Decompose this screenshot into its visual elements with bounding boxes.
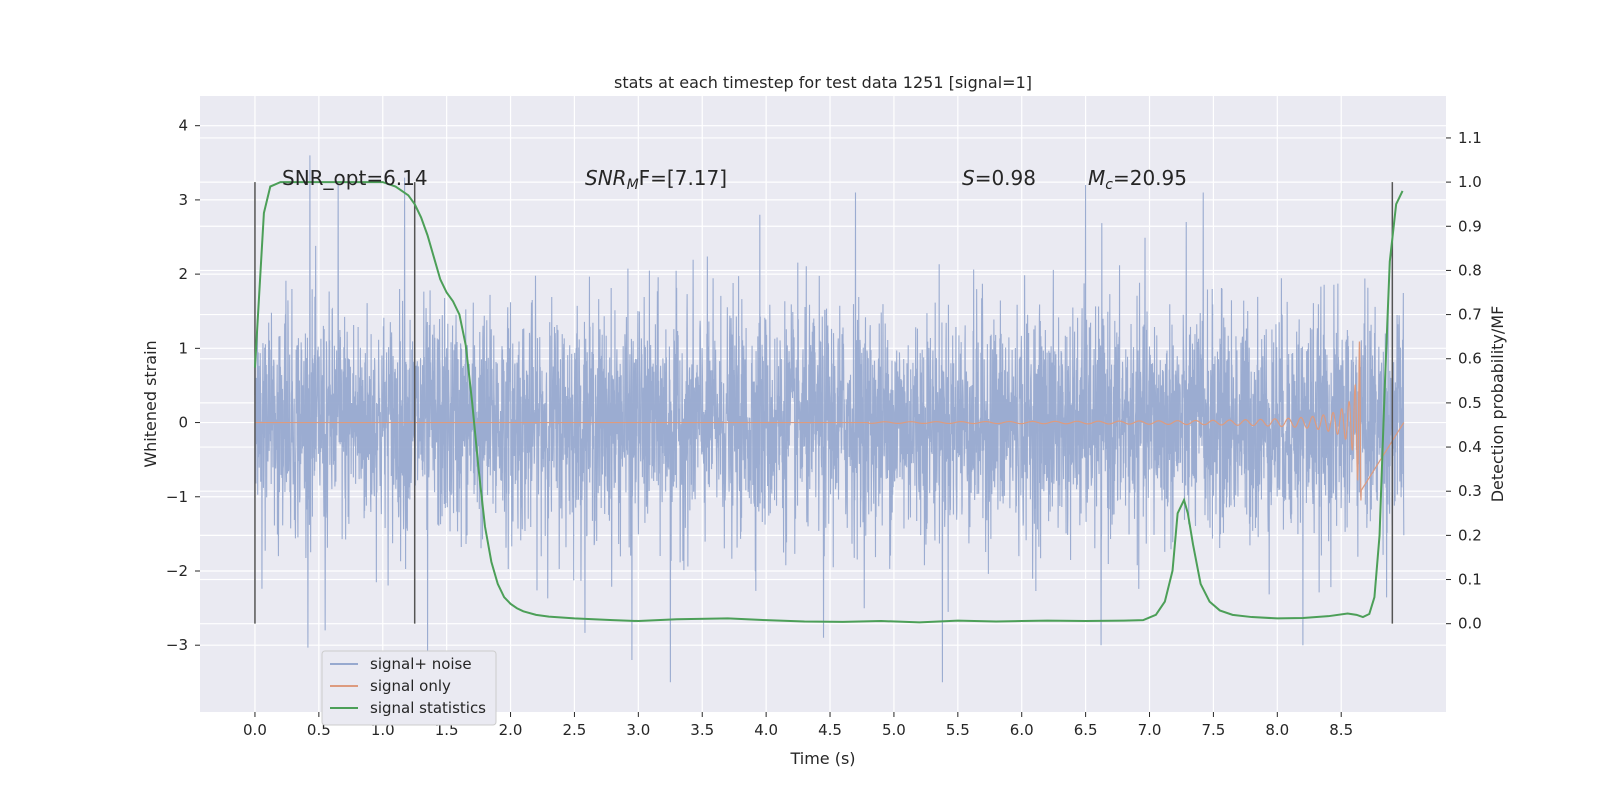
x-tick-label: 0.0 [243,721,267,739]
annotation-snr-mf-rest: F=[7.17] [639,166,727,190]
annotation-mc-rest: =20.95 [1113,166,1187,190]
annotation-snr-opt: SNR_opt=6.14 [282,166,428,190]
legend-box [321,650,497,726]
x-tick-label: 0.5 [307,721,331,739]
annotation-s: S=0.98 [962,166,1036,190]
x-tick-label: 5.0 [882,721,906,739]
right-y-tick-label: 0.6 [1458,350,1482,368]
annotation-snr-mf: SNRMF=[7.17] [585,166,727,193]
y-tick-label: 1 [178,339,188,357]
right-y-tick-label: 0.3 [1458,482,1482,500]
right-y-tick-label: 0.4 [1458,438,1482,456]
y-tick-label: −1 [166,488,188,506]
signal-statistics-series [253,181,1404,624]
x-tick-label: 8.5 [1329,721,1353,739]
right-y-axis-label: Detection probability/MF [1488,306,1507,503]
x-tick-label: 7.0 [1138,721,1162,739]
x-tick-label: 2.0 [499,721,523,739]
y-tick-label: 3 [178,191,188,209]
x-tick-label: 3.5 [690,721,714,739]
right-y-tick-label: 1.1 [1458,129,1482,147]
signal-noise-series [254,155,1405,683]
x-tick-label: 4.5 [818,721,842,739]
x-tick-label: 5.5 [946,721,970,739]
annotation-snr-mf-base: SNR [585,166,627,190]
y-tick-label: 4 [178,117,188,135]
x-tick-label: 6.5 [1074,721,1098,739]
annotation-s-rest: =0.98 [975,166,1036,190]
signal-only-series [254,341,1405,501]
right-y-tick-label: 0.9 [1458,217,1482,235]
right-y-tick-label: 0.8 [1458,261,1482,279]
right-y-tick-label: 0.1 [1458,571,1482,589]
x-tick-label: 3.0 [626,721,650,739]
right-y-tick-label: 0.2 [1458,526,1482,544]
x-axis-label: Time (s) [789,749,855,768]
x-tick-label: 6.0 [1010,721,1034,739]
right-y-tick-label: 0.5 [1458,394,1482,412]
y-tick-label: 0 [178,414,188,432]
x-tick-label: 7.5 [1201,721,1225,739]
y-tick-label: 2 [178,265,188,283]
y-axis-ticks: 4 3 2 1 0 −1 −2 −3 [166,117,200,654]
legend-label-signal-noise: signal+ noise [370,655,472,673]
annotation-s-var: S [962,166,975,190]
annotation-mc-var: M [1088,166,1105,190]
chart-title: stats at each timestep for test data 125… [614,73,1032,92]
y-axis-label: Whitened strain [141,340,160,467]
legend-label-signal-only: signal only [370,677,451,695]
x-tick-label: 8.0 [1265,721,1289,739]
marker-lines [254,182,1394,624]
right-y-tick-label: 1.0 [1458,173,1482,191]
x-axis-ticks: 0.0 0.5 1.0 1.5 2.0 2.5 3.0 3.5 4.0 4.5 5.0 5.5 6.0 6… [243,712,1353,739]
x-tick-label: 4.0 [754,721,778,739]
x-tick-label: 2.5 [563,721,587,739]
signal-noise-line [254,155,1405,683]
legend: signal+ noise signal only signal statist… [321,650,497,726]
annotation-snr-mf-sub: M [627,177,639,193]
right-y-tick-label: 0.7 [1458,306,1482,324]
signal-statistics-line [253,181,1404,624]
y-tick-label: −2 [166,562,188,580]
y-tick-label: −3 [166,636,188,654]
legend-label-signal-statistics: signal statistics [370,699,486,717]
right-y-axis-ticks: 1.1 1.0 0.9 0.8 0.7 0.6 0.5 0.4 0.3 0.2 0.1 0.0 [1446,129,1482,633]
annotation-mc-sub: c [1105,177,1113,193]
annotation-mc: Mc=20.95 [1088,166,1187,193]
signal-only-line [254,341,1405,501]
right-y-tick-label: 0.0 [1458,615,1482,633]
